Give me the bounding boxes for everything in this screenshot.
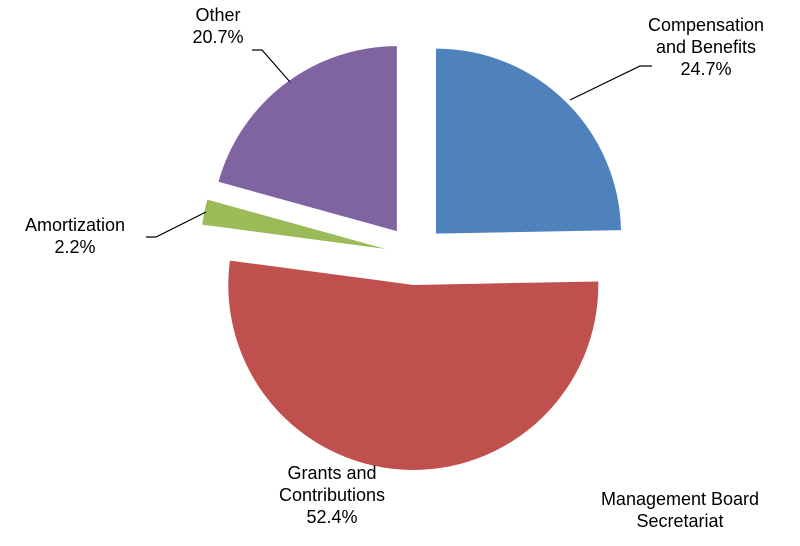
leader-line	[252, 49, 291, 83]
annotation: Management Board Secretariat	[600, 489, 760, 531]
value-label: 24.7%	[680, 59, 732, 79]
slice-label: Compensation and Benefits 24.7%	[636, 14, 776, 80]
pie-slice	[202, 199, 386, 250]
slice-label: Other 20.7%	[168, 4, 268, 48]
pie-slice	[436, 48, 621, 234]
category-label: Compensation and Benefits	[647, 15, 765, 57]
category-label: Amortization	[24, 215, 126, 235]
value-label: 20.7%	[192, 27, 244, 47]
leader-line	[146, 211, 207, 238]
slice-label: Amortization 2.2%	[0, 214, 150, 258]
leader-line	[569, 65, 652, 101]
pie-slice	[228, 260, 599, 470]
category-label: Other	[195, 5, 241, 25]
value-label: 2.2%	[54, 237, 96, 257]
category-label: Grants and Contributions	[278, 463, 386, 505]
slice-label: Grants and Contributions 52.4%	[262, 462, 402, 528]
value-label: 52.4%	[306, 507, 358, 527]
pie-slice	[218, 46, 397, 232]
